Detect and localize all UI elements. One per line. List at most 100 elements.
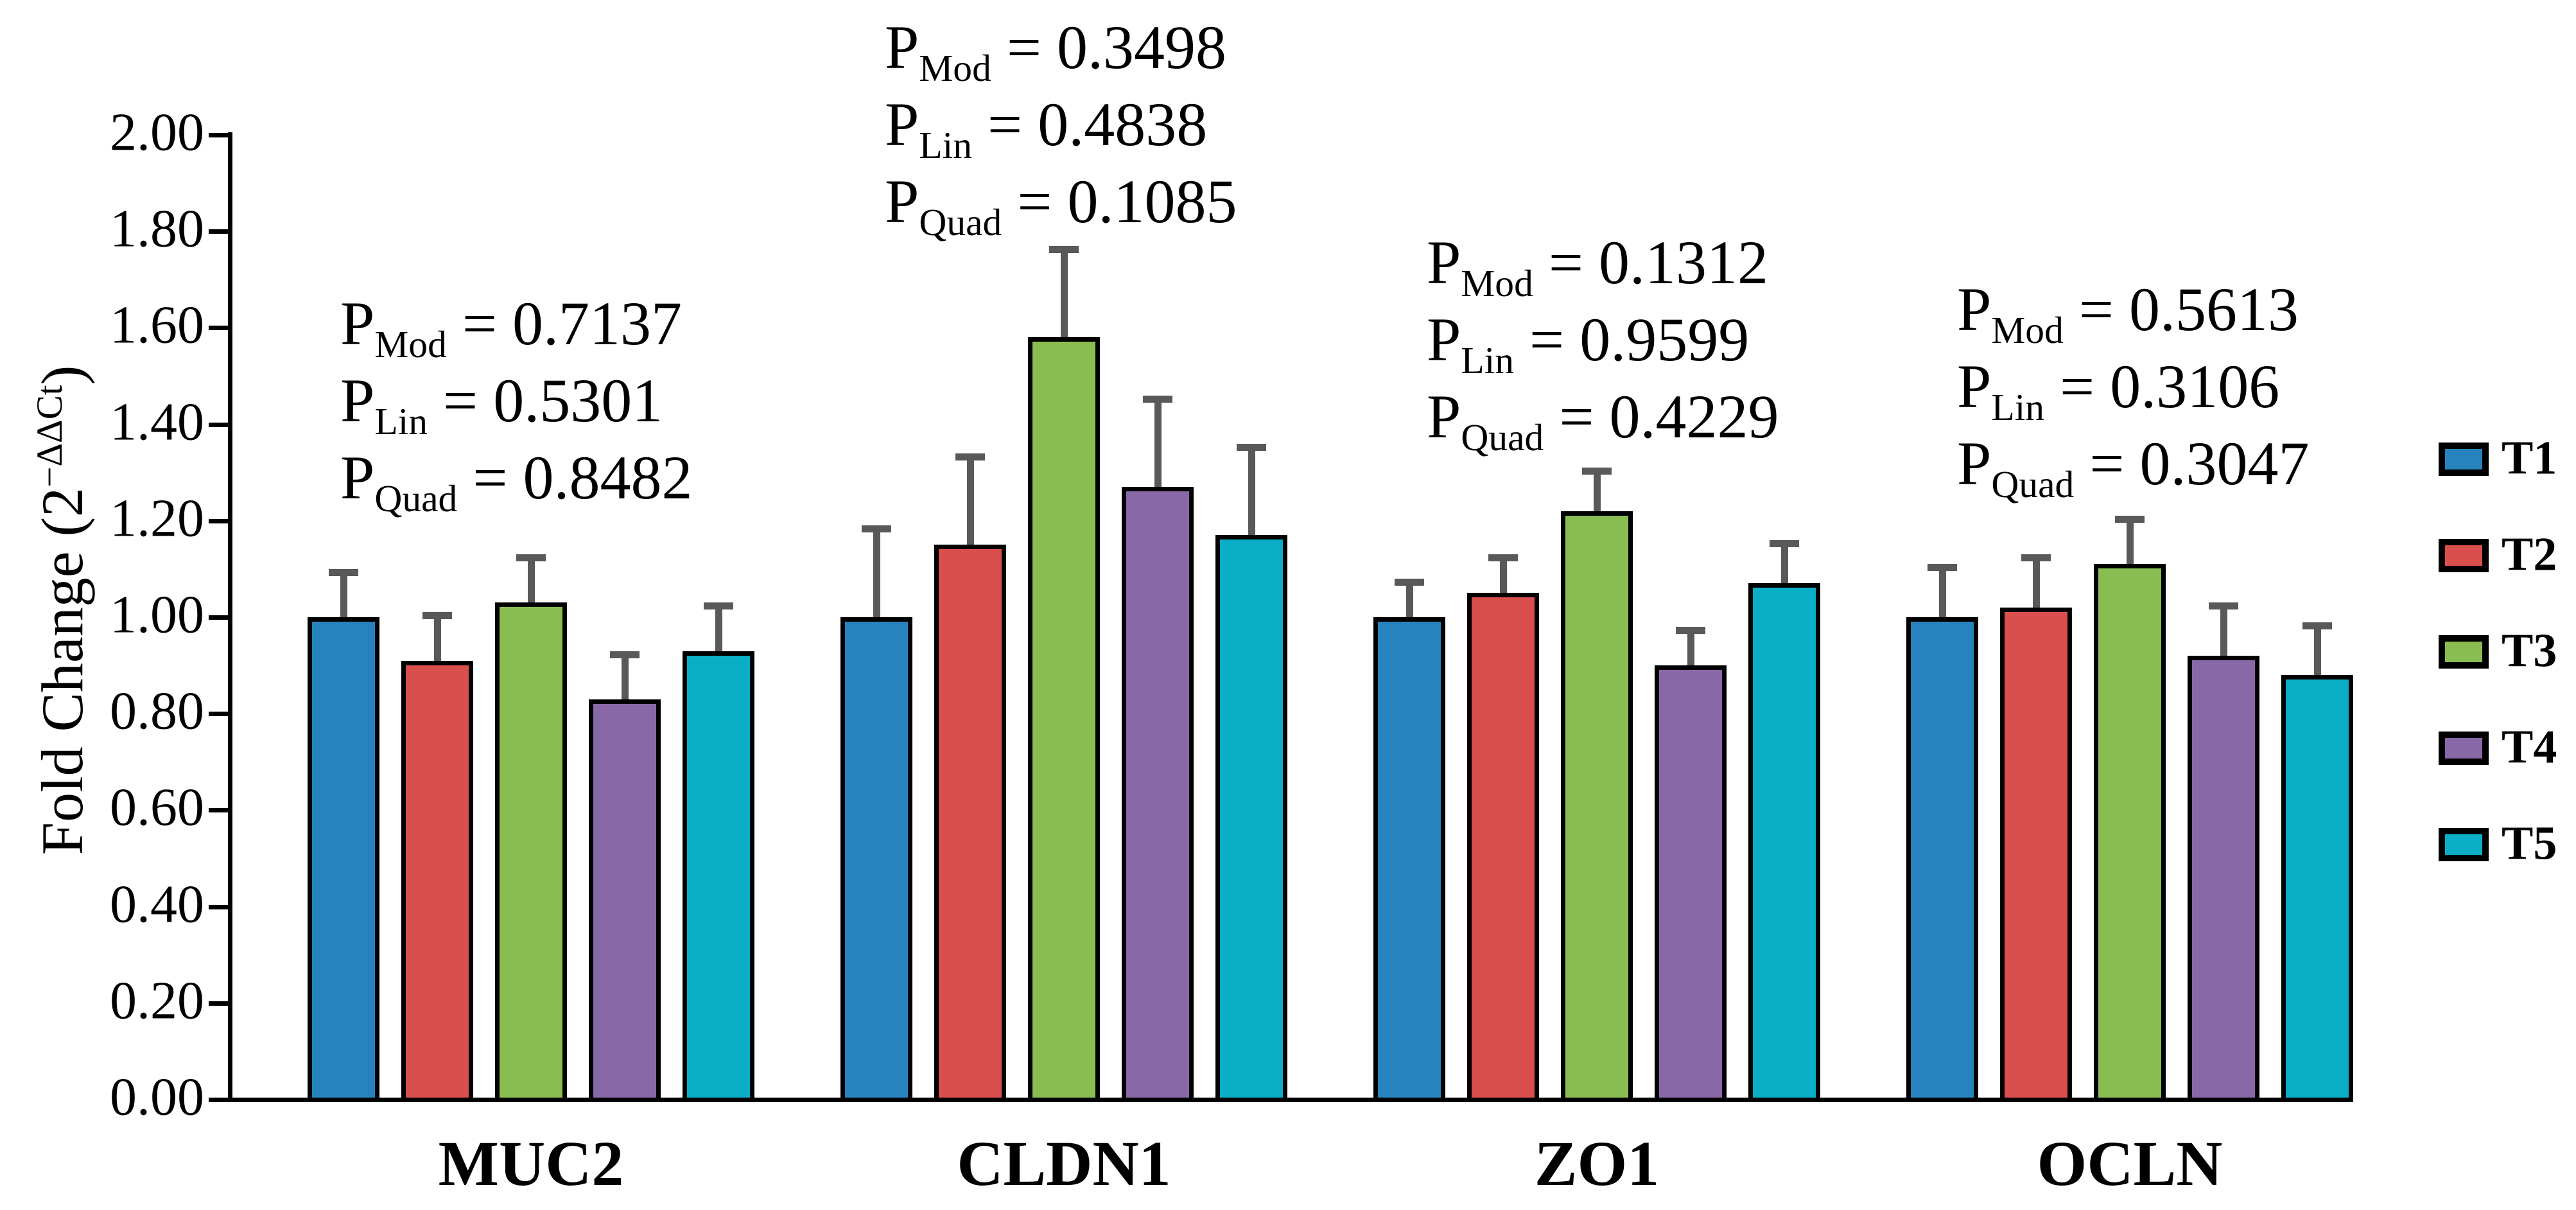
error-bar-cap-MUC2-T5 bbox=[704, 602, 733, 610]
error-bar-stem-OCLN-T5 bbox=[2313, 622, 2321, 676]
error-bar-cap-MUC2-T1 bbox=[329, 568, 358, 576]
annotation-OCLN-PLin: PLin = 0.3106 bbox=[1957, 351, 2280, 429]
annotation-OCLN: PMod = 0.5613 PLin = 0.3106 PQuad = 0.3047 bbox=[1957, 275, 2309, 506]
bar-MUC2-T2 bbox=[401, 660, 473, 1102]
annotation-ZO1-PQuad: PQuad = 0.4229 bbox=[1427, 381, 1779, 459]
error-bar-stem-ZO1-T3 bbox=[1593, 468, 1601, 511]
bar-ZO1-T5 bbox=[1748, 583, 1820, 1102]
legend-label-T5: T5 bbox=[2502, 817, 2557, 870]
error-bar-cap-ZO1-T4 bbox=[1676, 627, 1705, 635]
x-category-label-MUC2: MUC2 bbox=[438, 1128, 624, 1199]
annotation-MUC2: PMod = 0.7137 PLin = 0.5301 PQuad = 0.8482 bbox=[340, 289, 692, 520]
error-bar-stem-ZO1-T4 bbox=[1687, 627, 1694, 666]
annotation-CLDN1: PMod = 0.3498 PLin = 0.4838 PQuad = 0.1085 bbox=[885, 13, 1237, 244]
error-bar-cap-CLDN1-T3 bbox=[1049, 245, 1079, 253]
annotation-OCLN-PMod: PMod = 0.5613 bbox=[1957, 275, 2299, 352]
bar-OCLN-T3 bbox=[2094, 564, 2166, 1102]
annotation-ZO1-PMod: PMod = 0.1312 bbox=[1427, 228, 1768, 305]
annotation-MUC2-PQuad: PQuad = 0.8482 bbox=[340, 443, 693, 520]
error-bar-cap-ZO1-T2 bbox=[1488, 554, 1518, 562]
y-axis-tick-1.40 bbox=[209, 422, 228, 427]
bar-OCLN-T2 bbox=[2000, 607, 2072, 1102]
x-category-label-OCLN: OCLN bbox=[2037, 1128, 2223, 1199]
bar-MUC2-T4 bbox=[589, 699, 661, 1102]
error-bar-stem-OCLN-T2 bbox=[2032, 554, 2040, 608]
bar-ZO1-T3 bbox=[1561, 511, 1633, 1102]
error-bar-stem-MUC2-T1 bbox=[340, 568, 347, 617]
error-bar-stem-OCLN-T3 bbox=[2126, 516, 2134, 565]
error-bar-cap-ZO1-T1 bbox=[1395, 578, 1424, 586]
y-tick-label-1.00: 1.00 bbox=[110, 584, 204, 645]
error-bar-stem-CLDN1-T3 bbox=[1060, 245, 1068, 338]
error-bar-stem-CLDN1-T4 bbox=[1154, 395, 1162, 487]
error-bar-cap-CLDN1-T4 bbox=[1143, 395, 1172, 403]
x-category-label-ZO1: ZO1 bbox=[1534, 1128, 1660, 1199]
error-bar-stem-MUC2-T2 bbox=[433, 612, 441, 661]
y-tick-label-1.60: 1.60 bbox=[110, 295, 204, 356]
y-tick-label-1.80: 1.80 bbox=[110, 198, 204, 259]
error-bar-cap-MUC2-T3 bbox=[516, 554, 546, 562]
bar-OCLN-T4 bbox=[2188, 656, 2259, 1102]
y-tick-label-1.40: 1.40 bbox=[110, 392, 204, 452]
bar-MUC2-T5 bbox=[683, 651, 754, 1102]
error-bar-stem-ZO1-T2 bbox=[1499, 554, 1507, 593]
y-tick-label-0.00: 0.00 bbox=[110, 1067, 204, 1127]
bar-CLDN1-T3 bbox=[1028, 337, 1100, 1102]
error-bar-cap-MUC2-T4 bbox=[610, 651, 640, 658]
y-axis-tick-1.60 bbox=[209, 326, 228, 331]
legend-label-T1: T1 bbox=[2502, 432, 2557, 485]
y-tick-label-2.00: 2.00 bbox=[110, 102, 204, 162]
y-axis-line bbox=[228, 132, 232, 1102]
error-bar-stem-CLDN1-T5 bbox=[1248, 443, 1255, 536]
legend-swatch-T4 bbox=[2439, 732, 2489, 765]
legend-swatch-T3 bbox=[2439, 635, 2489, 669]
bar-CLDN1-T4 bbox=[1122, 487, 1194, 1102]
annotation-MUC2-PLin: PLin = 0.5301 bbox=[340, 365, 663, 443]
error-bar-stem-OCLN-T1 bbox=[1938, 564, 1946, 617]
x-axis-line bbox=[228, 1098, 2347, 1102]
bar-ZO1-T4 bbox=[1655, 665, 1727, 1102]
error-bar-cap-CLDN1-T5 bbox=[1237, 443, 1266, 451]
y-axis-tick-0.20 bbox=[209, 1001, 228, 1006]
y-tick-label-0.40: 0.40 bbox=[110, 874, 204, 934]
legend-label-T3: T3 bbox=[2502, 624, 2557, 678]
error-bar-cap-ZO1-T5 bbox=[1770, 539, 1799, 547]
y-tick-label-0.20: 0.20 bbox=[110, 970, 204, 1031]
bar-MUC2-T3 bbox=[495, 602, 567, 1102]
y-tick-label-0.80: 0.80 bbox=[110, 681, 204, 741]
error-bar-cap-OCLN-T4 bbox=[2209, 602, 2238, 610]
y-tick-label-0.60: 0.60 bbox=[110, 778, 204, 838]
error-bar-cap-ZO1-T3 bbox=[1582, 468, 1612, 475]
error-bar-cap-OCLN-T3 bbox=[2115, 516, 2145, 523]
annotation-OCLN-PQuad: PQuad = 0.3047 bbox=[1957, 428, 2310, 505]
annotation-ZO1: PMod = 0.1312 PLin = 0.9599 PQuad = 0.4229 bbox=[1427, 228, 1779, 459]
annotation-MUC2-PMod: PMod = 0.7137 bbox=[340, 289, 682, 366]
annotation-CLDN1-PQuad: PQuad = 0.1085 bbox=[885, 166, 1237, 243]
error-bar-stem-MUC2-T4 bbox=[621, 651, 629, 699]
legend-label-T2: T2 bbox=[2502, 528, 2557, 581]
legend-swatch-T2 bbox=[2439, 539, 2489, 572]
x-category-label-CLDN1: CLDN1 bbox=[957, 1128, 1171, 1199]
annotation-CLDN1-PLin: PLin = 0.4838 bbox=[885, 89, 1208, 167]
error-bar-stem-CLDN1-T2 bbox=[966, 453, 974, 545]
y-axis-tick-0.80 bbox=[209, 712, 228, 717]
error-bar-cap-OCLN-T2 bbox=[2021, 554, 2051, 562]
bar-ZO1-T2 bbox=[1467, 593, 1539, 1102]
bar-OCLN-T1 bbox=[1906, 617, 1978, 1102]
y-axis-tick-1.80 bbox=[209, 229, 228, 234]
legend-swatch-T5 bbox=[2439, 828, 2489, 861]
bar-MUC2-T1 bbox=[308, 617, 379, 1102]
error-bar-cap-CLDN1-T1 bbox=[862, 525, 891, 533]
error-bar-cap-CLDN1-T2 bbox=[955, 453, 985, 460]
annotation-CLDN1-PMod: PMod = 0.3498 bbox=[885, 13, 1226, 90]
y-axis-tick-2.00 bbox=[209, 133, 228, 137]
y-axis-title-suffix: ) bbox=[29, 365, 95, 385]
error-bar-cap-OCLN-T5 bbox=[2302, 622, 2332, 629]
error-bar-stem-CLDN1-T1 bbox=[873, 525, 880, 617]
legend-label-T4: T4 bbox=[2502, 721, 2557, 774]
bar-CLDN1-T2 bbox=[934, 545, 1006, 1102]
error-bar-stem-ZO1-T1 bbox=[1405, 578, 1413, 617]
error-bar-stem-ZO1-T5 bbox=[1780, 539, 1788, 584]
bar-CLDN1-T1 bbox=[840, 617, 912, 1102]
